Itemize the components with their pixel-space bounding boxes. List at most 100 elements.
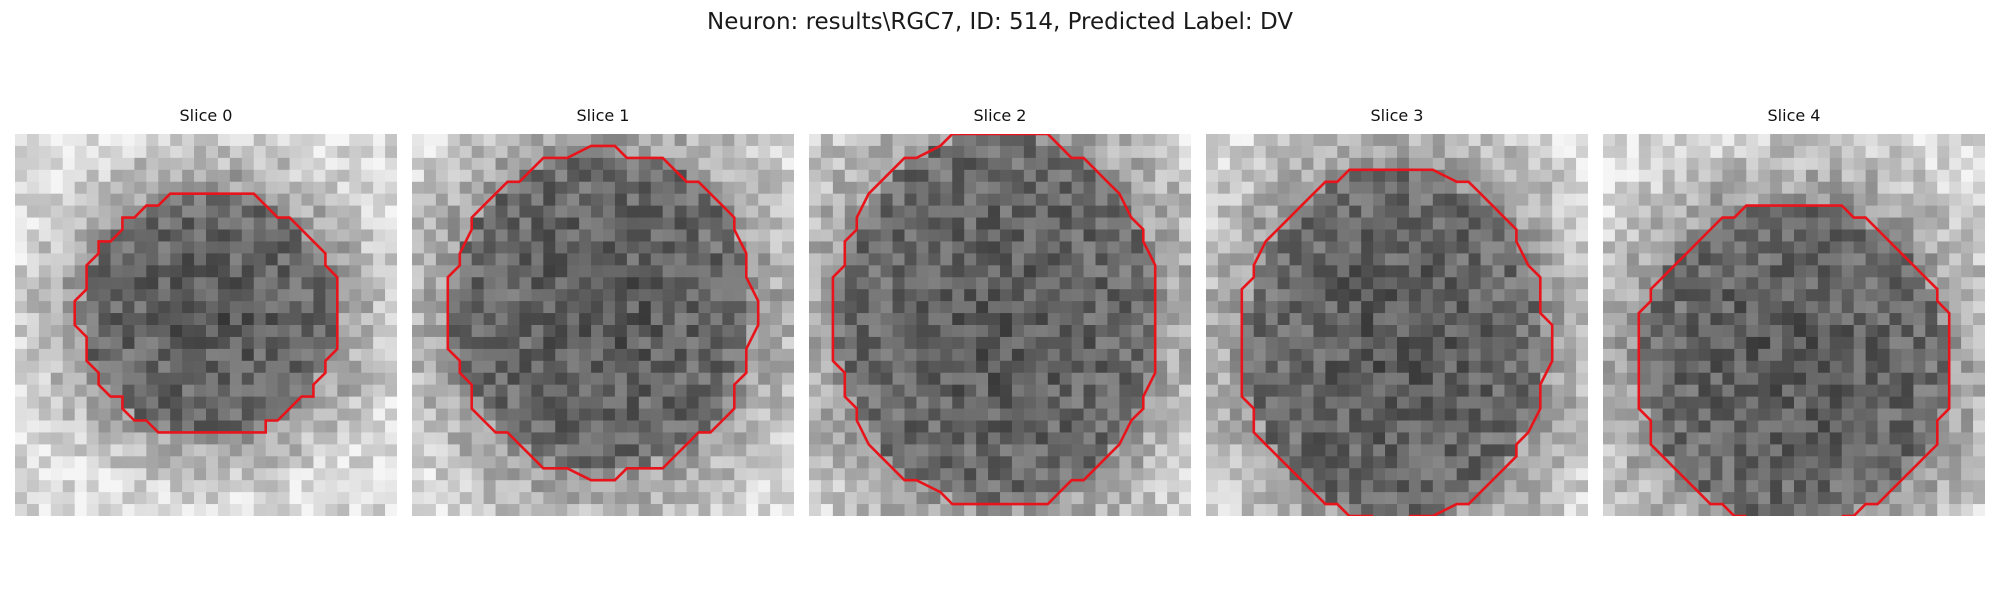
slice-pixel <box>1853 253 1867 266</box>
slice-pixel <box>1686 157 1699 171</box>
slice-pixel <box>1143 229 1156 242</box>
slice-pixel <box>1023 217 1037 230</box>
slice-pixel <box>1662 420 1676 433</box>
slice-pixel <box>916 444 929 457</box>
slice-pixel <box>1889 253 1902 266</box>
slice-pixel <box>385 456 397 469</box>
slice-pixel <box>1504 348 1517 362</box>
slice-pixel <box>1071 193 1084 207</box>
slice-pixel <box>591 253 604 266</box>
slice-pixel <box>373 217 386 230</box>
slice-pixel <box>361 301 374 314</box>
slice-pixel <box>952 277 965 290</box>
slice-pixel <box>904 432 917 445</box>
slice-pixel <box>710 157 723 171</box>
slice-pixel <box>289 456 302 469</box>
slice-pixel <box>1540 193 1553 207</box>
slice-pixel <box>626 301 640 314</box>
slice-pixel <box>880 360 893 374</box>
slice-pixel <box>1325 134 1338 147</box>
slice-pixel <box>1603 181 1616 195</box>
slice-pixel <box>134 336 147 350</box>
slice-pixel <box>988 456 1001 469</box>
slice-pixel <box>301 253 314 266</box>
slice-pixel <box>110 157 123 171</box>
slice-pixel <box>1674 301 1687 314</box>
slice-pixel <box>1889 145 1902 159</box>
slice-pixel <box>1722 265 1735 278</box>
slice-pixel <box>337 193 350 207</box>
slice-pixel <box>265 301 279 314</box>
slice-pixel <box>26 468 40 481</box>
slice-pixel <box>1552 265 1565 278</box>
slice-pixel <box>471 301 485 314</box>
slice-pixel <box>435 492 449 505</box>
slice-pixel <box>531 468 544 481</box>
slice-pixel <box>1444 157 1458 171</box>
slice-pixel <box>373 277 386 290</box>
slice-pixel <box>1119 336 1132 350</box>
slice-pixel <box>722 384 735 398</box>
slice-pixel <box>423 169 437 183</box>
slice-pixel <box>832 193 846 207</box>
slice-pixel <box>206 265 219 278</box>
slice-pixel <box>614 205 628 218</box>
slice-pixel <box>686 480 699 493</box>
slice-pixel <box>1770 420 1783 433</box>
slice-pixel <box>1603 336 1616 350</box>
slice-pixel <box>1277 301 1290 314</box>
slice-pixel <box>1361 444 1374 457</box>
slice-pixel <box>229 193 243 207</box>
slice-pixel <box>1432 277 1446 290</box>
slice-pixel <box>880 372 893 386</box>
slice-pixel <box>1504 408 1517 421</box>
slice-pixel <box>1710 157 1723 171</box>
slice-pixel <box>626 348 640 362</box>
slice-pixel <box>1301 289 1314 302</box>
slice-pixel <box>1925 336 1938 350</box>
slice-pixel <box>1289 217 1302 230</box>
slice-pixel <box>1540 396 1553 409</box>
slice-pixel <box>638 313 652 326</box>
slice-pixel <box>170 313 183 326</box>
slice-pixel <box>447 456 461 469</box>
slice-pixel <box>1698 444 1711 457</box>
slice-pixel <box>1865 325 1878 338</box>
slice-pixel <box>423 408 437 421</box>
slice-pixel <box>1432 504 1446 516</box>
slice-pixel <box>1289 432 1302 445</box>
slice-pixel <box>1361 396 1374 409</box>
slice-pixel <box>74 456 88 469</box>
slice-pixel <box>1913 384 1926 398</box>
slice-pixel <box>241 253 255 266</box>
slice-pixel <box>1408 217 1422 230</box>
slice-pixel <box>614 325 628 338</box>
slice-pixel <box>1397 301 1410 314</box>
slice-pixel <box>1674 205 1687 218</box>
slice-pixel <box>1408 384 1422 398</box>
slice-pixel <box>1805 396 1819 409</box>
slice-pixel <box>1000 265 1013 278</box>
slice-pixel <box>820 348 834 362</box>
slice-pixel <box>638 301 652 314</box>
slice-pixel <box>1301 348 1314 362</box>
slice-pixel <box>1325 372 1338 386</box>
slice-pixel <box>698 229 711 242</box>
slice-pixel <box>1011 348 1025 362</box>
slice-pixel <box>26 325 40 338</box>
slice-pixel <box>325 277 338 290</box>
slice-pixel <box>206 134 219 147</box>
slice-pixel <box>206 229 219 242</box>
slice-pixel <box>1552 325 1565 338</box>
slice-pixel <box>698 504 711 516</box>
slice-pixel <box>158 277 171 290</box>
slice-pixel <box>928 468 941 481</box>
slice-pixel <box>832 145 846 159</box>
slice-pixel <box>1206 277 1219 290</box>
slice-pixel <box>122 348 135 362</box>
slice-pixel <box>325 241 338 254</box>
slice-pixel <box>1540 169 1553 183</box>
slice-pixel <box>1805 265 1819 278</box>
slice-pixel <box>638 205 652 218</box>
slice-pixel <box>1241 360 1255 374</box>
